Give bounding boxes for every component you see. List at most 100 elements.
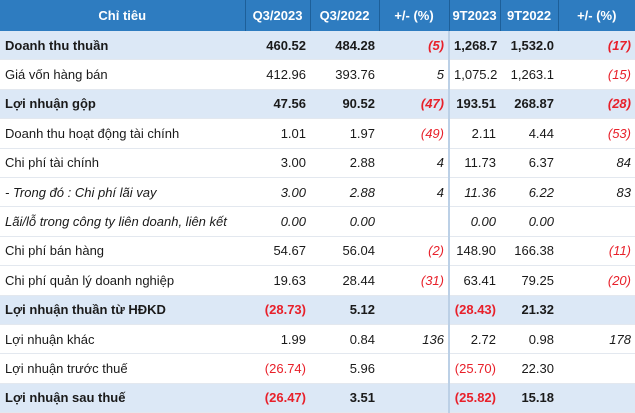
table-row: Lãi/lỗ trong công ty liên doanh, liên kế… bbox=[0, 206, 635, 237]
row-label: Lãi/lỗ trong công ty liên doanh, liên kế… bbox=[0, 206, 245, 237]
table-row: - Trong đó : Chi phí lãi vay 3.00 2.88 4 11.… bbox=[0, 177, 635, 208]
cell-quarter-change: (47) bbox=[379, 89, 450, 120]
table-row: Lợi nhuận khác 1.99 0.84 136 2.72 0.98 178 bbox=[0, 324, 635, 355]
row-label: Chi phí quản lý doanh nghiệp bbox=[0, 265, 245, 296]
cell-9month-change: 83 bbox=[558, 177, 635, 208]
cell-quarter-change bbox=[379, 353, 450, 384]
cell-q3-2022: 3.51 bbox=[310, 383, 379, 413]
cell-q3-2022: 56.04 bbox=[310, 236, 379, 267]
cell-9t2023: 1,268.7 bbox=[449, 31, 500, 61]
header-q3-2023: Q3/2023 bbox=[244, 0, 310, 31]
cell-9t2023: (25.70) bbox=[449, 353, 500, 384]
cell-quarter-change: (49) bbox=[379, 118, 450, 149]
table-row: Chi phí tài chính 3.00 2.88 4 11.73 6.37 84 bbox=[0, 148, 635, 178]
cell-9month-change bbox=[558, 383, 635, 413]
cell-9t2023: 0.00 bbox=[449, 206, 500, 237]
cell-9month-change: (15) bbox=[558, 59, 635, 90]
cell-quarter-change bbox=[379, 295, 450, 325]
cell-9t2022: 0.98 bbox=[500, 324, 558, 355]
cell-9t2022: 166.38 bbox=[500, 236, 558, 267]
cell-9month-change bbox=[558, 206, 635, 237]
cell-9month-change bbox=[558, 295, 635, 325]
cell-q3-2022: 5.96 bbox=[310, 353, 379, 384]
cell-q3-2022: 28.44 bbox=[310, 265, 379, 296]
table-row: Chi phí quản lý doanh nghiệp 19.63 28.44 (3… bbox=[0, 265, 635, 296]
cell-q3-2023: 1.99 bbox=[245, 324, 310, 355]
cell-9t2023: 11.36 bbox=[449, 177, 500, 208]
row-label: Lợi nhuận sau thuế bbox=[0, 383, 245, 413]
table-row: Lợi nhuận trước thuế (26.74) 5.96 (25.70) 22… bbox=[0, 353, 635, 384]
table-row: Doanh thu hoạt động tài chính 1.01 1.97 (49… bbox=[0, 118, 635, 149]
cell-quarter-change: (31) bbox=[379, 265, 450, 296]
cell-quarter-change bbox=[379, 383, 450, 413]
cell-q3-2022: 1.97 bbox=[310, 118, 379, 149]
cell-9t2022: 1,532.0 bbox=[500, 31, 558, 61]
cell-9month-change: 84 bbox=[558, 148, 635, 178]
cell-9t2022: 79.25 bbox=[500, 265, 558, 296]
row-label: Lợi nhuận trước thuế bbox=[0, 353, 245, 384]
cell-q3-2022: 393.76 bbox=[310, 59, 379, 90]
cell-9month-change: (28) bbox=[558, 89, 635, 120]
cell-q3-2023: (26.74) bbox=[245, 353, 310, 384]
header-9month-change: +/- (%) bbox=[557, 0, 635, 31]
cell-9month-change bbox=[558, 353, 635, 384]
cell-q3-2023: 3.00 bbox=[245, 177, 310, 208]
cell-quarter-change: 4 bbox=[379, 148, 450, 178]
cell-q3-2023: 3.00 bbox=[245, 148, 310, 178]
header-row: Chỉ tiêu Q3/2023 Q3/2022 +/- (%) 9T2023 … bbox=[0, 0, 635, 31]
row-label: Doanh thu hoạt động tài chính bbox=[0, 118, 245, 149]
table-row: Doanh thu thuần 460.52 484.28 (5) 1,268.7 1,5… bbox=[0, 31, 635, 61]
cell-9t2022: 6.22 bbox=[500, 177, 558, 208]
cell-q3-2023: (28.73) bbox=[245, 295, 310, 325]
cell-quarter-change: 5 bbox=[379, 59, 450, 90]
cell-q3-2022: 0.84 bbox=[310, 324, 379, 355]
cell-9t2022: 21.32 bbox=[500, 295, 558, 325]
row-label: Lợi nhuận khác bbox=[0, 324, 245, 355]
cell-q3-2023: 412.96 bbox=[245, 59, 310, 90]
cell-quarter-change: 4 bbox=[379, 177, 450, 208]
row-label: Lợi nhuận thuần từ HĐKD bbox=[0, 295, 245, 325]
cell-9t2022: 6.37 bbox=[500, 148, 558, 178]
cell-q3-2022: 90.52 bbox=[310, 89, 379, 120]
cell-9t2023: 63.41 bbox=[449, 265, 500, 296]
cell-9month-change: (20) bbox=[558, 265, 635, 296]
cell-9t2022: 0.00 bbox=[500, 206, 558, 237]
cell-9month-change: (53) bbox=[558, 118, 635, 149]
row-label: Chi phí bán hàng bbox=[0, 236, 245, 267]
row-label: Giá vốn hàng bán bbox=[0, 59, 245, 90]
table-row: Lợi nhuận thuần từ HĐKD (28.73) 5.12 (28.43… bbox=[0, 295, 635, 325]
cell-9t2023: 11.73 bbox=[449, 148, 500, 178]
cell-q3-2023: 19.63 bbox=[245, 265, 310, 296]
cell-q3-2022: 5.12 bbox=[310, 295, 379, 325]
cell-9t2022: 4.44 bbox=[500, 118, 558, 149]
cell-quarter-change bbox=[379, 206, 450, 237]
cell-q3-2023: 47.56 bbox=[245, 89, 310, 120]
cell-q3-2022: 484.28 bbox=[310, 31, 379, 61]
cell-q3-2023: 460.52 bbox=[245, 31, 310, 61]
row-label: Chi phí tài chính bbox=[0, 148, 245, 178]
cell-9t2023: 193.51 bbox=[449, 89, 500, 120]
header-q3-2022: Q3/2022 bbox=[309, 0, 379, 31]
row-label: Lợi nhuận gộp bbox=[0, 89, 245, 120]
cell-9month-change: (17) bbox=[558, 31, 635, 61]
cell-q3-2023: (26.47) bbox=[245, 383, 310, 413]
cell-9t2022: 22.30 bbox=[500, 353, 558, 384]
cell-9t2022: 1,263.1 bbox=[500, 59, 558, 90]
cell-q3-2022: 2.88 bbox=[310, 148, 379, 178]
cell-q3-2023: 1.01 bbox=[245, 118, 310, 149]
cell-quarter-change: (2) bbox=[379, 236, 450, 267]
cell-q3-2023: 0.00 bbox=[245, 206, 310, 237]
cell-q3-2022: 0.00 bbox=[310, 206, 379, 237]
cell-9t2023: 1,075.2 bbox=[449, 59, 500, 90]
header-9t2023: 9T2023 bbox=[448, 0, 500, 31]
cell-quarter-change: (5) bbox=[379, 31, 450, 61]
row-label: Doanh thu thuần bbox=[0, 31, 245, 61]
row-label: - Trong đó : Chi phí lãi vay bbox=[0, 177, 245, 208]
cell-q3-2022: 2.88 bbox=[310, 177, 379, 208]
cell-9t2022: 268.87 bbox=[500, 89, 558, 120]
cell-9t2023: 2.72 bbox=[449, 324, 500, 355]
header-9t2022: 9T2022 bbox=[499, 0, 558, 31]
cell-9t2023: 148.90 bbox=[449, 236, 500, 267]
cell-9month-change: 178 bbox=[558, 324, 635, 355]
